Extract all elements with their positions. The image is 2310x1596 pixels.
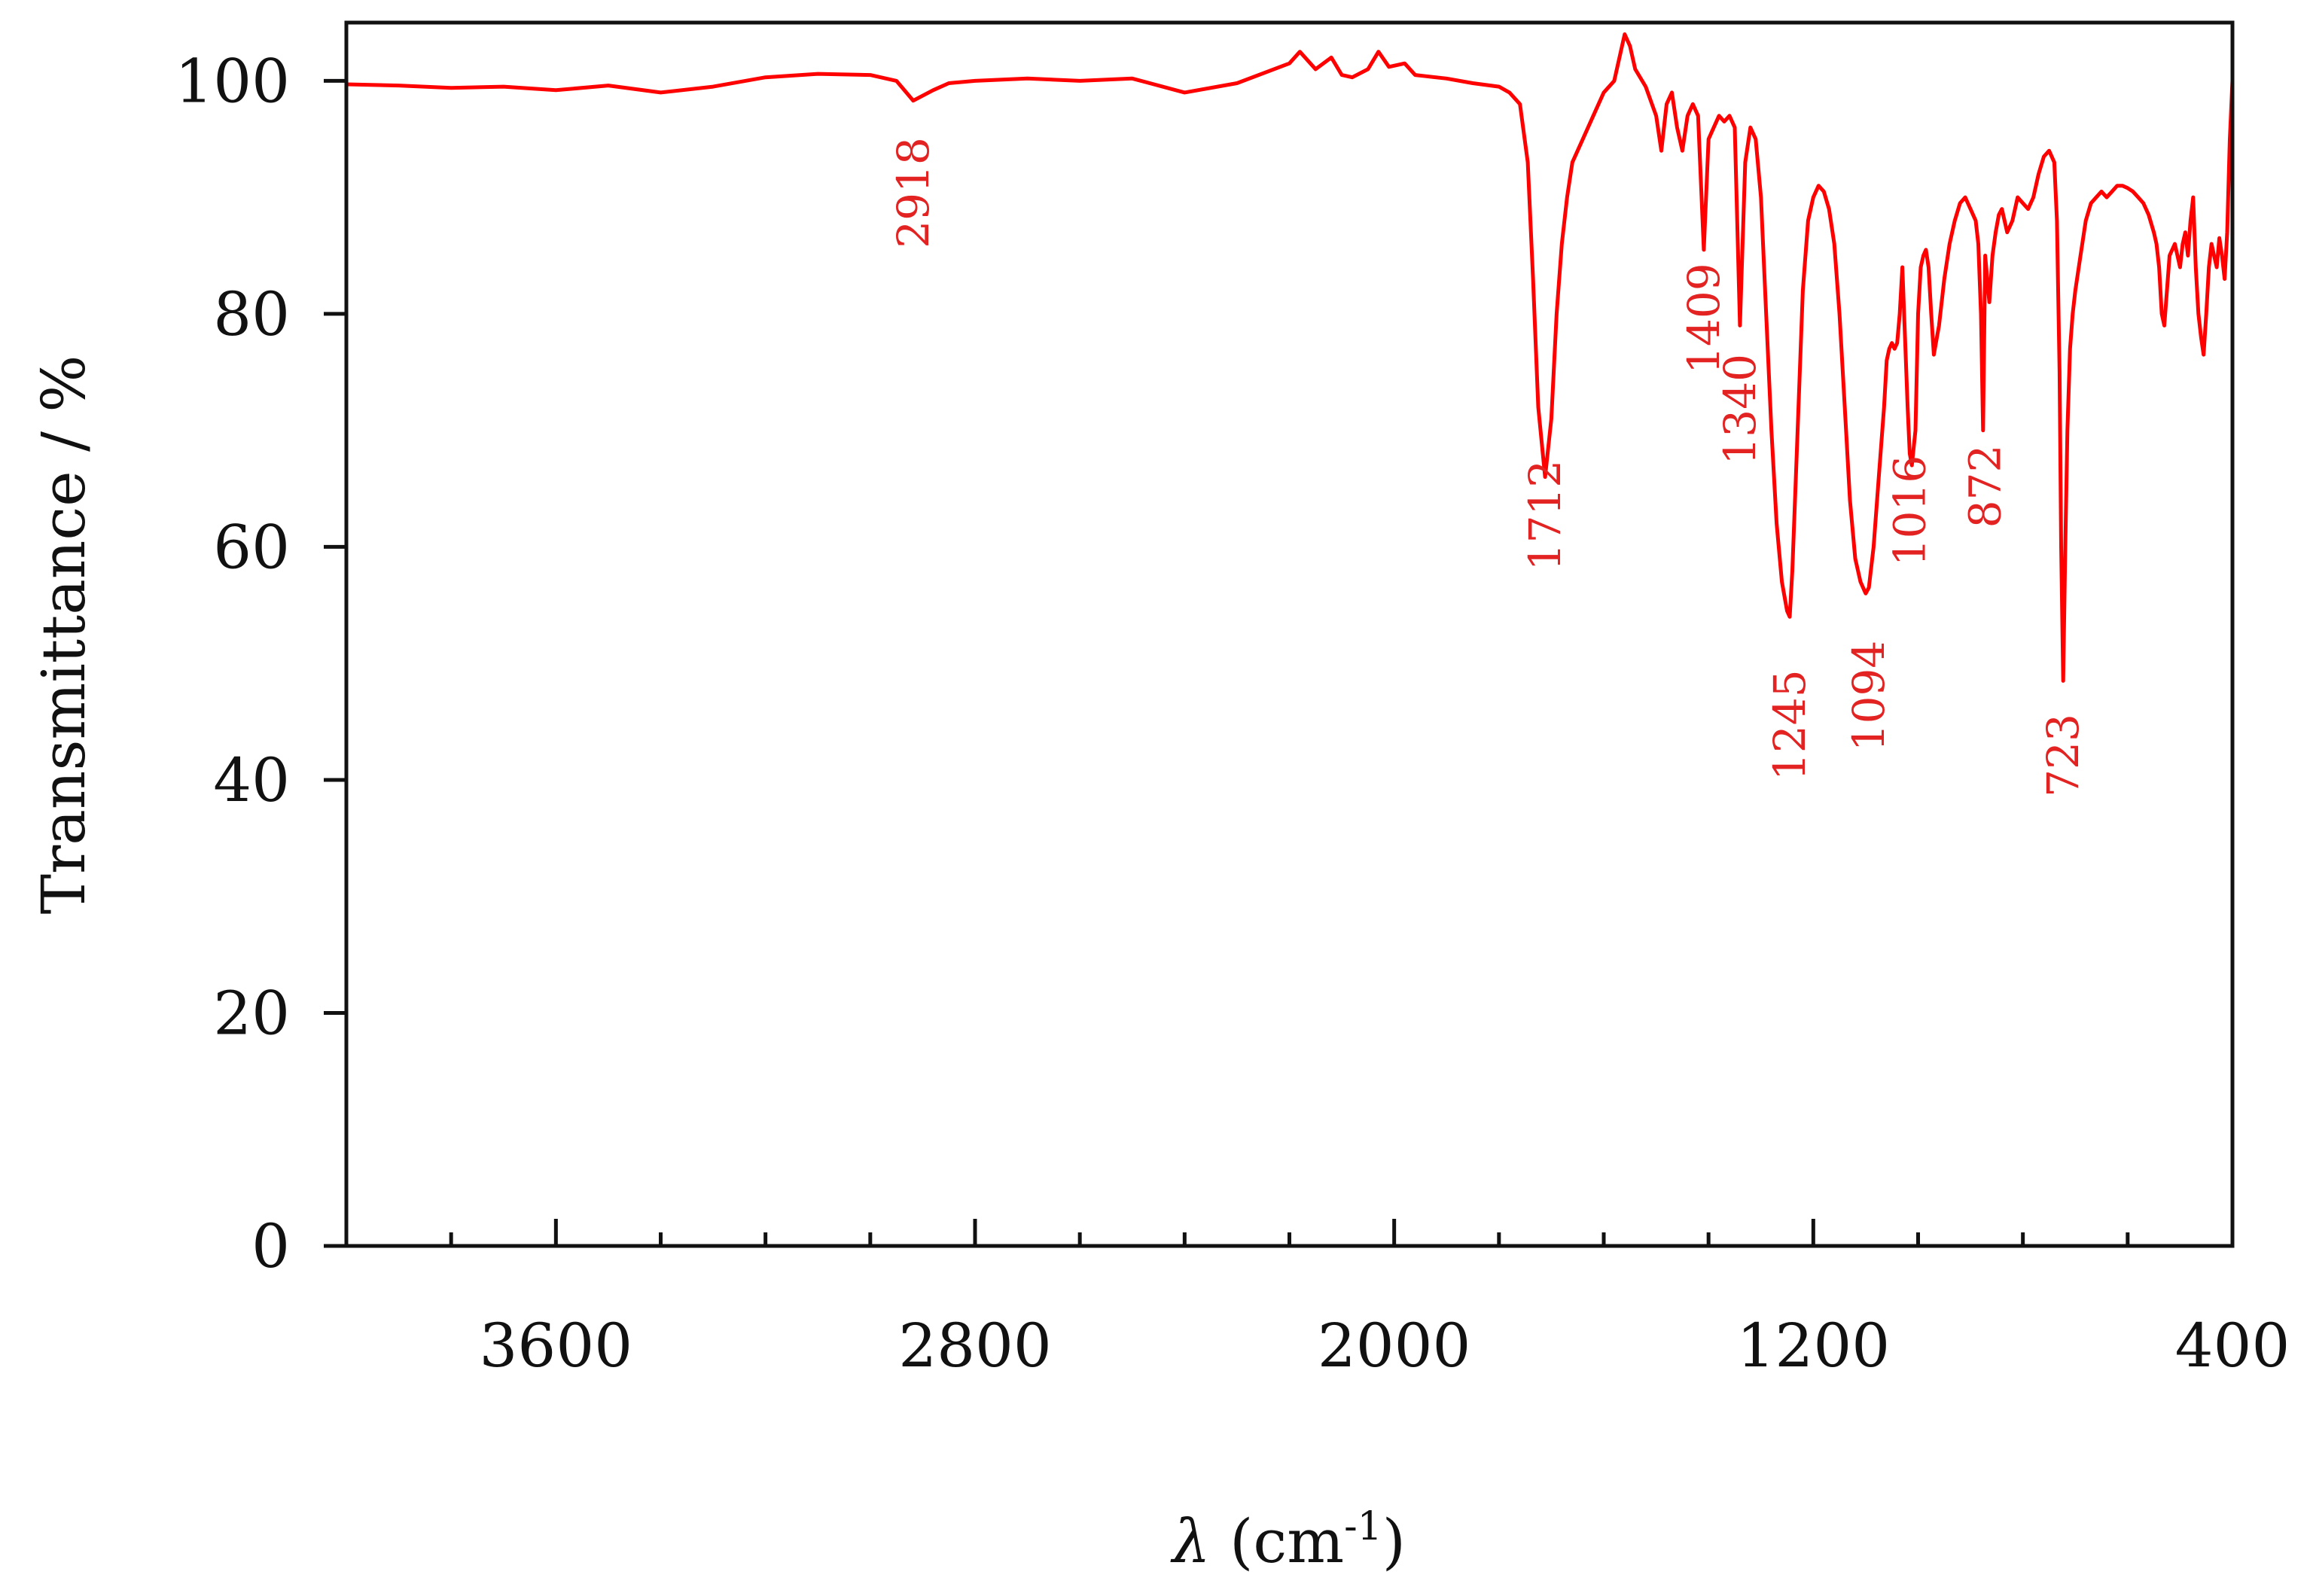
peak-label-1016: 1016	[1884, 455, 1935, 567]
x-axis-title-close: )	[1382, 1506, 1406, 1576]
y-tick-label: 60	[213, 512, 290, 582]
y-tick-label: 40	[213, 745, 290, 815]
y-tick-label: 100	[175, 46, 290, 116]
plot-frame	[344, 20, 2235, 1248]
peak-label-872: 872	[1960, 445, 2011, 528]
x-tick-label: 2800	[898, 1311, 1052, 1381]
peak-label-1409: 1409	[1678, 263, 1729, 374]
x-tick-label: 400	[2175, 1311, 2290, 1381]
peak-label-1094: 1094	[1843, 641, 1894, 752]
peak-label-2918: 2918	[888, 137, 939, 248]
x-axis-title: λ (cm-1)	[1170, 1504, 1406, 1576]
x-axis-title-unit: (cm	[1211, 1506, 1344, 1576]
x-tick-label: 1200	[1737, 1311, 1891, 1381]
y-axis-title: Transmittance / %	[29, 355, 99, 915]
y-tick-label: 80	[213, 279, 290, 349]
y-tick-label: 20	[213, 978, 290, 1048]
axis-ticks	[324, 78, 2235, 1248]
peak-label-1340: 1340	[1714, 354, 1766, 465]
peak-label-723: 723	[2037, 714, 2089, 797]
peak-label-1245: 1245	[1764, 669, 1815, 781]
tick-labels: 3600 2800 2000 1200 400 0 20 40 60 80 100	[175, 46, 2290, 1381]
y-tick-label: 0	[251, 1211, 290, 1281]
peak-label-1712: 1712	[1519, 460, 1571, 571]
x-axis-title-exponent: -1	[1344, 1504, 1382, 1549]
x-tick-label: 2000	[1318, 1311, 1471, 1381]
x-axis-title-symbol: λ	[1170, 1506, 1211, 1576]
x-tick-label: 3600	[480, 1311, 633, 1381]
transmittance-series-line	[344, 32, 2235, 683]
